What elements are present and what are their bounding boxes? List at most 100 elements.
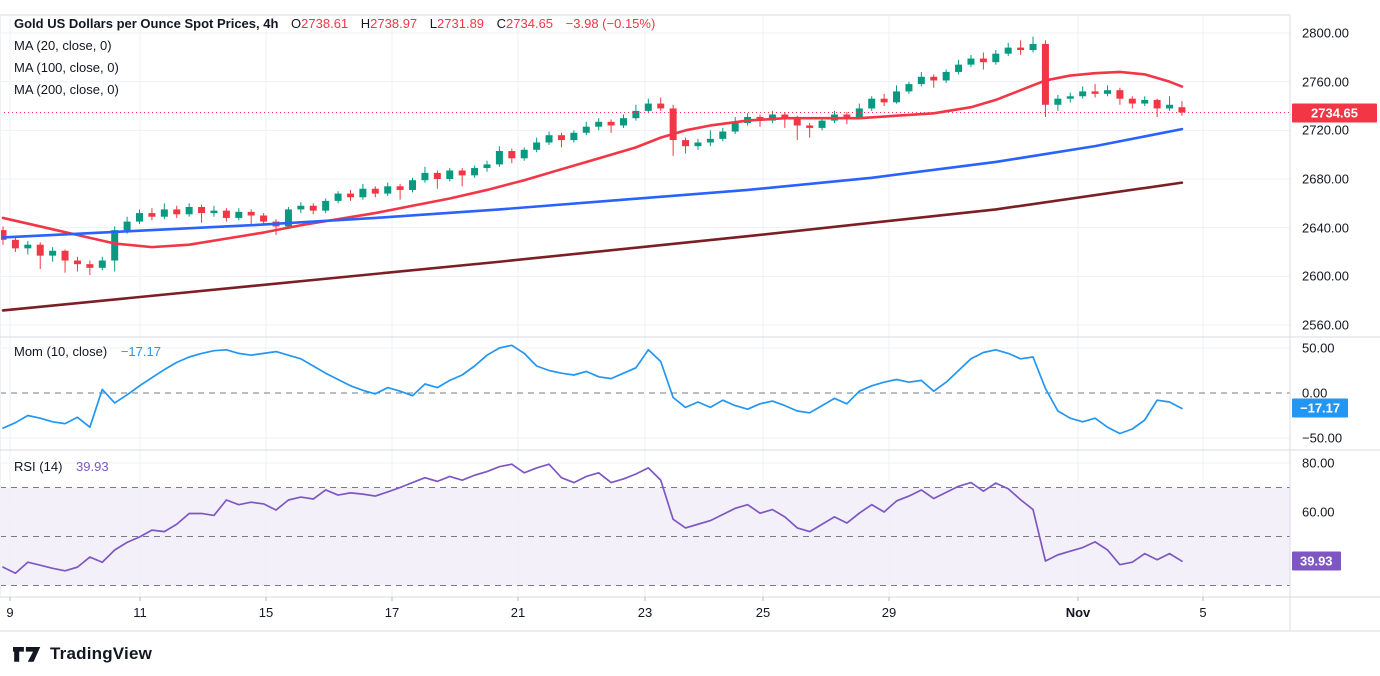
candle-body bbox=[322, 200, 330, 211]
rsi-value-badge: 39.93 bbox=[1292, 551, 1341, 571]
legend-ma200-row[interactable]: MA (200, close, 0) bbox=[14, 79, 655, 101]
candle-body bbox=[508, 151, 516, 159]
candle-body bbox=[334, 193, 342, 201]
time-axis-label: 21 bbox=[510, 605, 526, 620]
time-axis-label: Nov bbox=[1065, 605, 1091, 620]
ohlc-close-key: C bbox=[496, 16, 507, 31]
legend-ma100-row[interactable]: MA (100, close, 0) bbox=[14, 57, 655, 79]
candle-body bbox=[582, 126, 590, 133]
candle-body bbox=[1079, 91, 1087, 97]
candle-body bbox=[359, 188, 367, 198]
ma20-line bbox=[1, 70, 1184, 249]
candle-body bbox=[893, 91, 901, 103]
candle-body bbox=[917, 76, 925, 85]
mom-axis-label: 0.00 bbox=[1302, 385, 1328, 401]
candle-body bbox=[483, 164, 491, 169]
mom-value: −17.17 bbox=[120, 344, 161, 359]
candle-body bbox=[520, 149, 528, 159]
candle-body bbox=[222, 210, 230, 218]
candle-body bbox=[793, 118, 801, 126]
candle-body bbox=[98, 260, 106, 268]
candle-body bbox=[533, 142, 541, 150]
candle-body bbox=[495, 151, 503, 165]
candle-body bbox=[843, 114, 851, 117]
candle-body bbox=[880, 98, 888, 103]
time-axis-label: 9 bbox=[6, 605, 14, 620]
ohlc-high-key: H bbox=[360, 16, 371, 31]
price-axis-label: 2560.00 bbox=[1302, 317, 1349, 333]
candle-body bbox=[471, 168, 479, 176]
ohlc-low-key: L bbox=[429, 16, 438, 31]
candle-body bbox=[1116, 90, 1124, 99]
candle-body bbox=[111, 230, 119, 261]
price-change: −3.98 (−0.15%) bbox=[565, 16, 656, 31]
rsi-label: RSI (14) bbox=[14, 459, 63, 474]
candle-body bbox=[719, 131, 727, 139]
time-axis-label: 17 bbox=[384, 605, 400, 620]
candle-body bbox=[297, 205, 305, 210]
candle-body bbox=[148, 213, 156, 217]
ma200-label: MA (200, close, 0) bbox=[14, 82, 119, 97]
candle-body bbox=[1066, 96, 1074, 99]
time-axis-label: 29 bbox=[881, 605, 897, 620]
candle-body bbox=[781, 114, 789, 119]
ma20-label: MA (20, close, 0) bbox=[14, 38, 112, 53]
candle-body bbox=[1029, 43, 1037, 51]
candle-body bbox=[371, 188, 379, 194]
candle-body bbox=[24, 244, 32, 249]
time-axis-label: 15 bbox=[258, 605, 274, 620]
candle-body bbox=[967, 58, 975, 65]
mom-line bbox=[2, 344, 1183, 435]
candle-body bbox=[185, 206, 193, 215]
ohlc-close-value: 2734.65 bbox=[506, 16, 554, 31]
candle-body bbox=[160, 209, 168, 217]
legend-mom-row[interactable]: Mom (10, close) −17.17 bbox=[14, 341, 161, 363]
candle-body bbox=[49, 250, 57, 256]
tradingview-logo-icon bbox=[13, 647, 41, 662]
candle-body bbox=[706, 138, 714, 143]
candle-body bbox=[955, 64, 963, 72]
price-axis-label: 2640.00 bbox=[1302, 220, 1349, 236]
rsi-value: 39.93 bbox=[76, 459, 109, 474]
candle-body bbox=[557, 135, 565, 141]
rsi-axis-label: 80.00 bbox=[1302, 455, 1335, 471]
candle-body bbox=[620, 118, 627, 126]
tradingview-logo[interactable]: TradingView bbox=[13, 643, 152, 665]
candle-body bbox=[36, 244, 44, 256]
price-axis-label: 2800.00 bbox=[1302, 25, 1349, 41]
mom-value-badge: −17.17 bbox=[1292, 398, 1349, 418]
candle-body bbox=[61, 250, 69, 261]
tradingview-logo-text: TradingView bbox=[50, 644, 153, 663]
candle-body bbox=[210, 210, 218, 214]
legend: Gold US Dollars per Ounce Spot Prices, 4… bbox=[14, 13, 655, 101]
price-axis-label: 2720.00 bbox=[1302, 122, 1349, 138]
candle-body bbox=[1041, 43, 1049, 105]
legend-symbol-row[interactable]: Gold US Dollars per Ounce Spot Prices, 4… bbox=[14, 13, 655, 35]
candle-body bbox=[396, 186, 404, 190]
candle-body bbox=[136, 213, 144, 222]
candle-body bbox=[421, 172, 429, 181]
candle-body bbox=[595, 121, 603, 127]
candle-body bbox=[1178, 107, 1186, 113]
mom-label: Mom (10, close) bbox=[14, 344, 108, 359]
candle-body bbox=[632, 110, 640, 119]
rsi-line bbox=[2, 463, 1183, 575]
mom-axis-label: 50.00 bbox=[1302, 340, 1335, 356]
legend-rsi-row[interactable]: RSI (14) 39.93 bbox=[14, 456, 109, 478]
ohlc-open-key: O bbox=[291, 16, 302, 31]
ohlc-low-value: 2731.89 bbox=[437, 16, 485, 31]
candle-body bbox=[545, 135, 553, 143]
candle-body bbox=[1141, 99, 1149, 104]
last-price-badge: 2734.65 bbox=[1292, 103, 1377, 122]
candle-body bbox=[1153, 99, 1161, 109]
candle-body bbox=[1166, 104, 1174, 109]
candle-body bbox=[11, 239, 19, 249]
candle-body bbox=[905, 84, 913, 92]
candle-body bbox=[235, 211, 243, 218]
time-axis-label: 5 bbox=[1199, 605, 1207, 620]
legend-ma20-row[interactable]: MA (20, close, 0) bbox=[14, 35, 655, 57]
candle-body bbox=[930, 76, 938, 81]
candle-body bbox=[731, 123, 739, 132]
